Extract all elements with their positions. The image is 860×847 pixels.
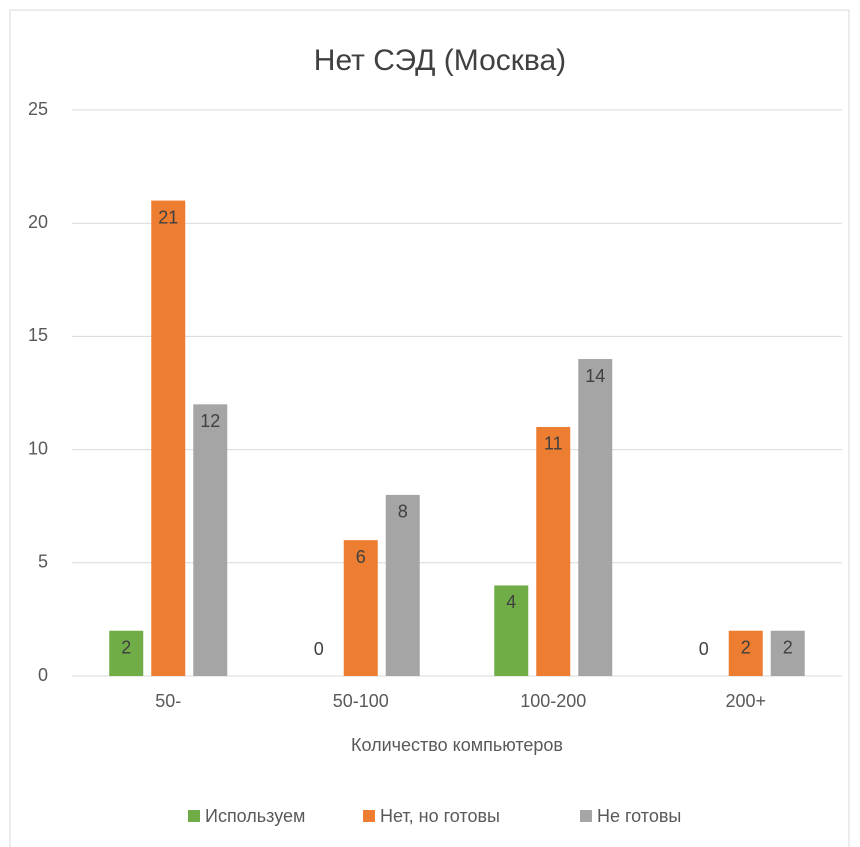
data-label: 12 [200, 411, 220, 431]
data-label: 11 [544, 434, 563, 454]
y-tick-label: 5 [38, 552, 48, 572]
y-tick-label: 0 [38, 665, 48, 685]
x-tick-label: 200+ [725, 691, 766, 711]
y-tick-label: 15 [28, 325, 48, 345]
chart-border [9, 9, 850, 847]
bar [494, 585, 529, 676]
bar [728, 630, 763, 676]
bar [536, 426, 571, 676]
data-label: 6 [356, 547, 366, 567]
bar [193, 404, 228, 676]
x-tick-label: 100-200 [520, 691, 586, 711]
bar [578, 359, 613, 676]
data-label: 8 [398, 502, 408, 522]
x-tick-label: 50- [155, 691, 181, 711]
legend-label: Не готовы [597, 806, 681, 826]
data-label: 2 [783, 637, 793, 657]
data-label: 0 [314, 639, 324, 659]
legend-label: Нет, но готовы [380, 806, 500, 826]
x-tick-label: 50-100 [333, 691, 389, 711]
legend-swatch [188, 810, 200, 822]
bar [343, 540, 378, 676]
chart-title: Нет СЭД (Москва) [314, 44, 566, 77]
legend-label: Используем [205, 806, 305, 826]
data-label: 21 [158, 207, 178, 227]
bar [109, 630, 144, 676]
bar [151, 200, 186, 676]
data-label: 0 [699, 639, 709, 659]
legend-swatch [363, 810, 375, 822]
bar [770, 630, 805, 676]
data-label: 4 [506, 592, 516, 612]
x-axis-label: Количество компьютеров [351, 735, 563, 755]
bar [385, 494, 420, 676]
data-label: 2 [121, 637, 131, 657]
data-label: 14 [585, 366, 605, 386]
y-tick-label: 20 [28, 212, 48, 232]
legend-swatch [580, 810, 592, 822]
y-tick-label: 25 [28, 99, 48, 119]
data-label: 2 [741, 637, 751, 657]
y-tick-label: 10 [28, 438, 48, 458]
